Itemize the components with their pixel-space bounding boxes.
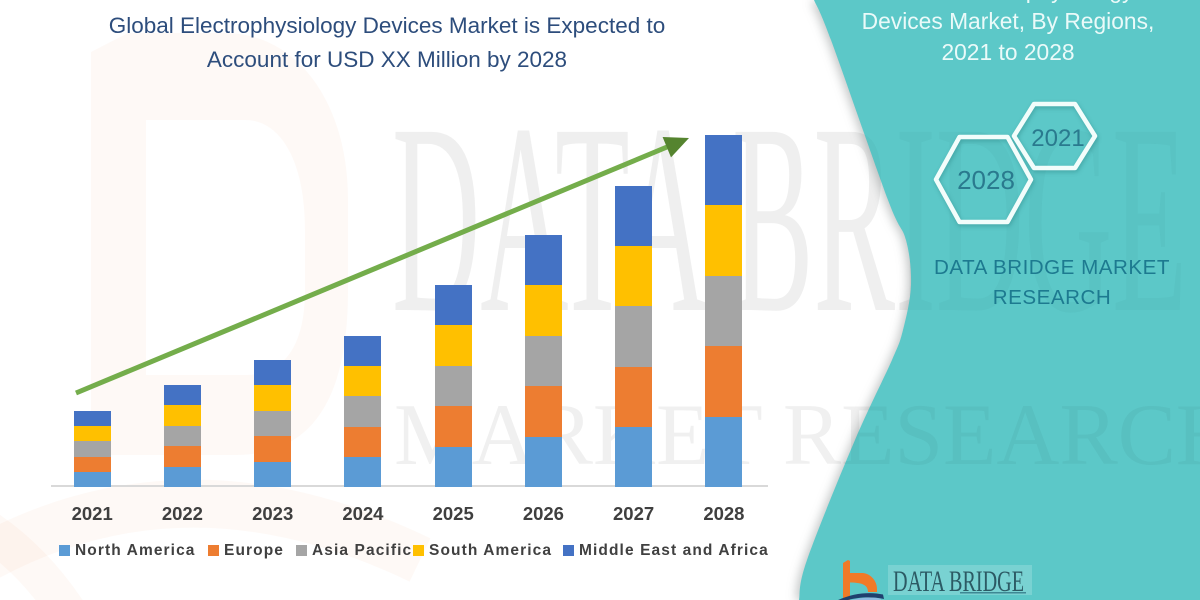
svg-text:2028: 2028 [957,165,1015,195]
svg-text:2021: 2021 [1031,125,1084,152]
svg-text:MARKET RESEARCH: MARKET RESEARCH [394,387,1200,484]
